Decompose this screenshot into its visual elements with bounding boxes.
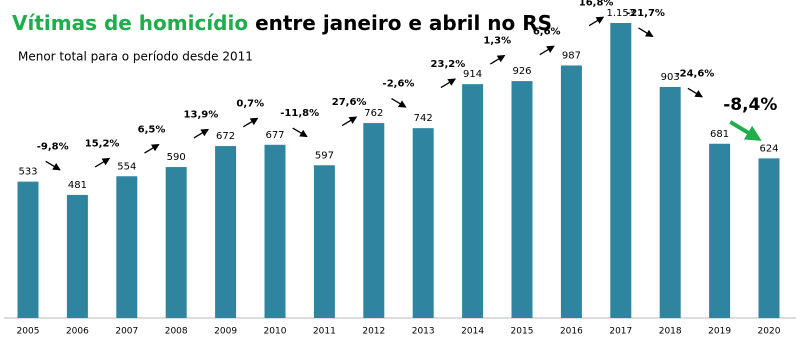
x-tick-label: 2011 [313,327,336,337]
change-label: 13,9% [184,110,219,121]
value-label: 762 [364,108,383,119]
x-tick-label: 2010 [264,327,287,337]
x-tick-label: 2017 [609,327,632,337]
value-label: 597 [315,150,334,161]
value-label: 481 [68,180,87,191]
bar [758,158,780,318]
change-label: -21,7% [626,8,665,19]
value-label: 681 [710,129,729,140]
change-arrow [45,160,61,171]
change-label: 6,6% [533,26,561,37]
x-tick-label: 2016 [560,327,583,337]
title-rest: entre janeiro e abril no RS [255,11,552,35]
change-label: 1,3% [483,36,511,47]
x-tick-label: 2012 [362,327,385,337]
value-label: 987 [562,50,581,61]
value-label: 672 [216,131,235,142]
x-tick-label: 2019 [708,327,731,337]
bar [412,128,434,318]
value-label: 590 [167,152,186,163]
change-arrow [440,78,457,89]
change-arrow [94,157,111,168]
title-highlight: Vítimas de homicídio [12,11,248,35]
x-tick-label: 2018 [659,327,682,337]
change-label: -2,6% [383,79,415,90]
x-tick-label: 2009 [214,327,237,337]
value-label: 742 [414,113,433,124]
value-label: 677 [265,130,284,141]
value-label: 533 [18,167,37,178]
bar [264,144,286,318]
change-arrow [144,143,160,154]
x-tick-label: 2013 [412,327,435,337]
bar [363,123,385,318]
x-tick-label: 2008 [165,327,188,337]
x-tick-label: 2006 [66,327,89,337]
change-label: -9,8% [37,141,69,152]
change-arrow [341,116,358,127]
value-label: 903 [661,72,680,83]
change-arrow [638,27,654,38]
value-label: 624 [759,143,778,154]
x-tick-label: 2014 [461,327,484,337]
change-label: 23,2% [431,59,466,70]
bar [313,165,335,318]
change-label-highlight: -8,4% [723,95,777,115]
change-label: 27,6% [332,97,367,108]
change-arrow [489,54,506,65]
bar [659,86,681,319]
bar [709,143,731,318]
change-label: -24,6% [675,68,714,79]
x-tick-label: 2015 [511,327,534,337]
bar [116,176,138,318]
change-label: -11,8% [280,108,319,119]
bar [66,194,88,318]
x-tick-label: 2007 [115,327,138,337]
change-arrow [193,128,210,139]
change-arrow [588,16,605,27]
x-tick-label: 2020 [758,327,781,337]
change-label: 0,7% [236,98,264,109]
change-arrow [539,45,555,56]
change-arrow [687,87,704,98]
bar [560,65,582,319]
change-arrow [292,127,308,138]
bar [511,81,533,319]
change-label: 16,8% [579,0,614,8]
chart-title: Vítimas de homicídio entre janeiro e abr… [12,11,552,35]
change-label: 6,5% [138,125,166,136]
bar [165,167,187,318]
value-label: 914 [463,69,482,80]
subtitle: Menor total para o período desde 2011 [18,50,253,64]
bar [17,181,39,318]
value-label: 554 [117,161,136,172]
change-arrow [242,117,259,128]
bar [610,23,632,318]
change-arrow [391,98,407,108]
value-label: 926 [512,66,531,77]
change-arrow [729,120,762,141]
value-label: 1.153 [606,8,635,19]
bar [215,146,237,318]
change-label: 15,2% [85,139,120,150]
x-tick-label: 2005 [17,327,40,337]
bar [462,84,484,319]
